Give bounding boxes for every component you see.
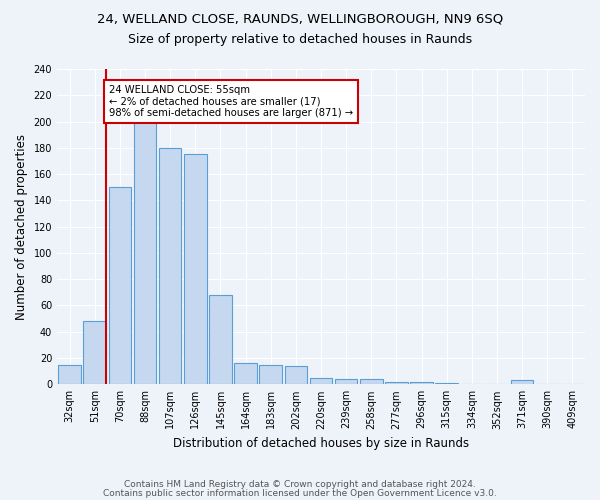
Text: Contains HM Land Registry data © Crown copyright and database right 2024.: Contains HM Land Registry data © Crown c… xyxy=(124,480,476,489)
Bar xyxy=(134,122,157,384)
Bar xyxy=(436,383,458,384)
Text: Size of property relative to detached houses in Raunds: Size of property relative to detached ho… xyxy=(128,32,472,46)
Bar xyxy=(385,382,408,384)
Bar xyxy=(209,295,232,384)
Bar xyxy=(83,321,106,384)
Bar xyxy=(109,187,131,384)
Bar xyxy=(310,378,332,384)
Bar xyxy=(184,154,206,384)
Bar xyxy=(410,382,433,384)
X-axis label: Distribution of detached houses by size in Raunds: Distribution of detached houses by size … xyxy=(173,437,469,450)
Text: Contains public sector information licensed under the Open Government Licence v3: Contains public sector information licen… xyxy=(103,488,497,498)
Text: 24 WELLAND CLOSE: 55sqm
← 2% of detached houses are smaller (17)
98% of semi-det: 24 WELLAND CLOSE: 55sqm ← 2% of detached… xyxy=(109,85,353,118)
Bar xyxy=(58,364,81,384)
Bar xyxy=(284,366,307,384)
Bar xyxy=(511,380,533,384)
Bar xyxy=(335,379,358,384)
Y-axis label: Number of detached properties: Number of detached properties xyxy=(15,134,28,320)
Text: 24, WELLAND CLOSE, RAUNDS, WELLINGBOROUGH, NN9 6SQ: 24, WELLAND CLOSE, RAUNDS, WELLINGBOROUG… xyxy=(97,12,503,26)
Bar xyxy=(259,364,282,384)
Bar xyxy=(159,148,181,384)
Bar xyxy=(234,364,257,384)
Bar xyxy=(360,379,383,384)
